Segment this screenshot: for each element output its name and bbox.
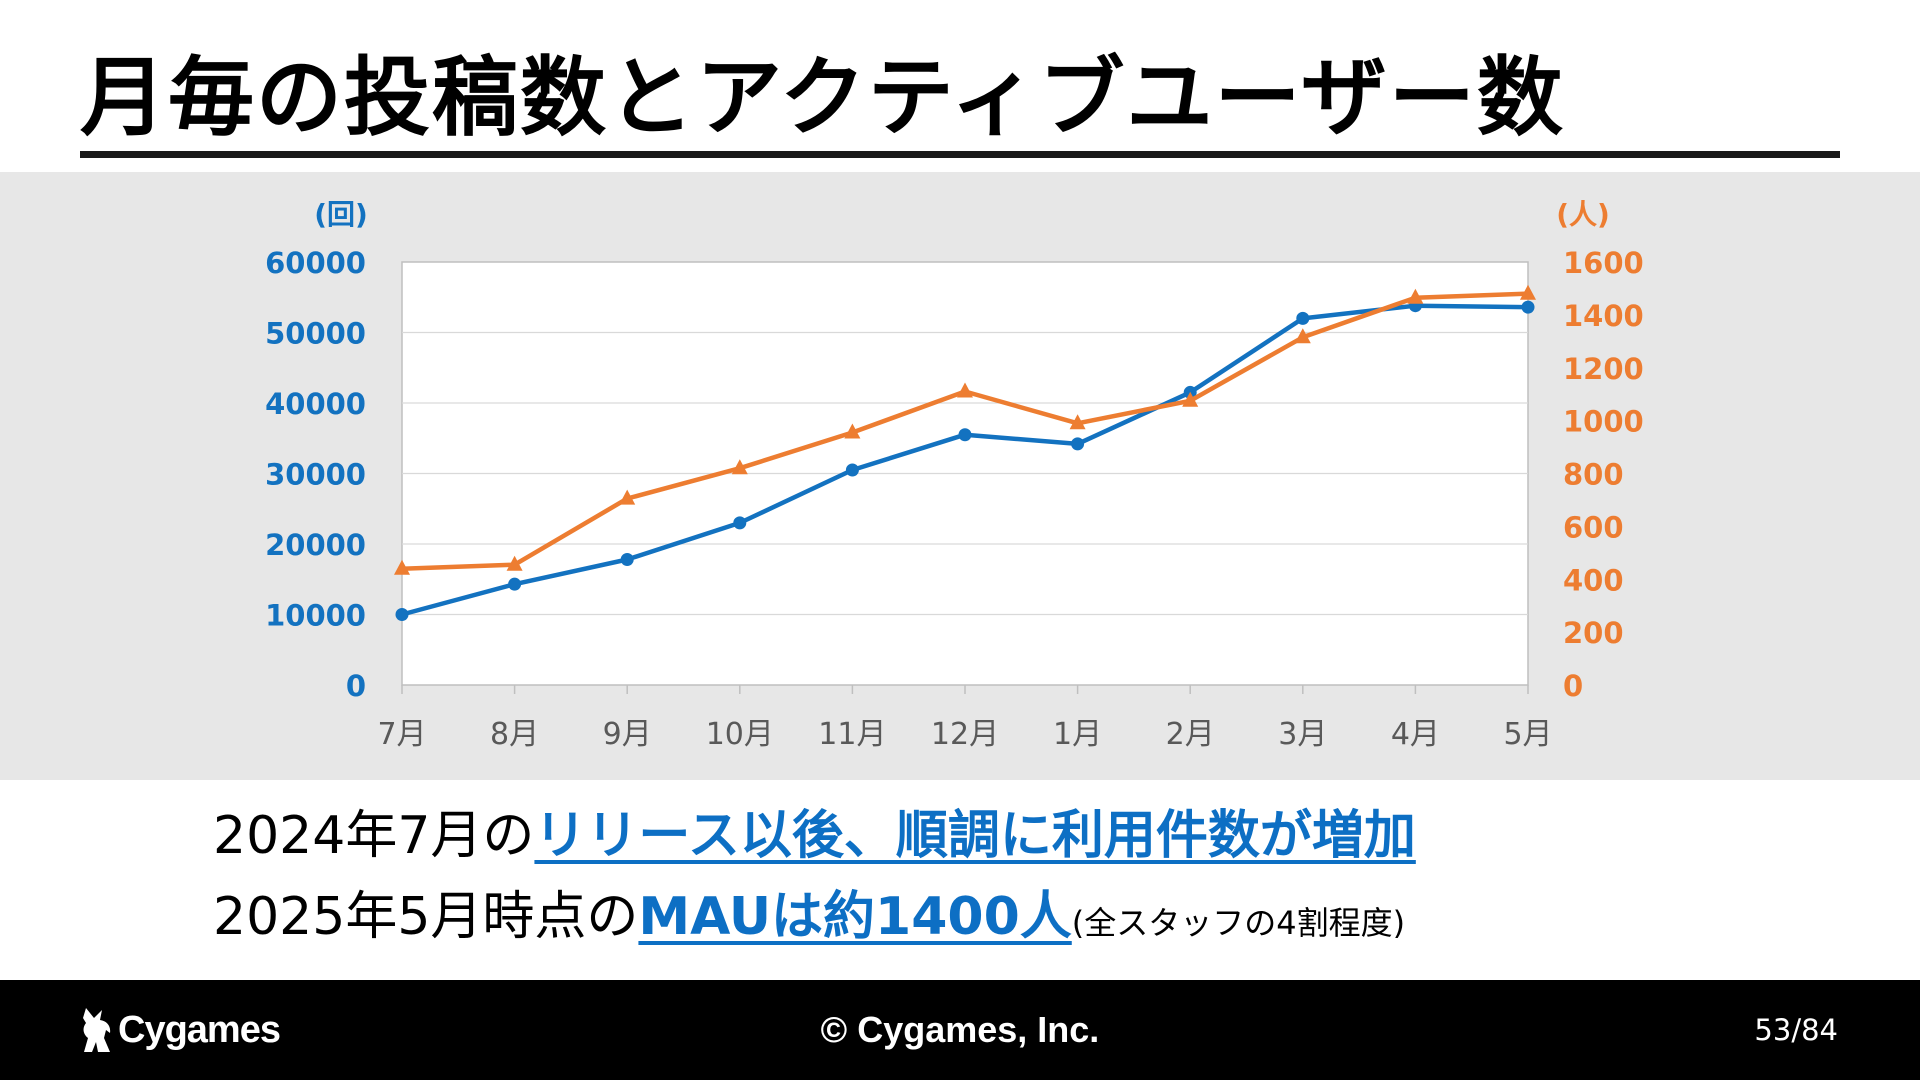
line-chart: 0 10000 20000 30000 40000 50000 60000 (回) 0 200 40… <box>265 198 1644 752</box>
y-left-tick-label: 50000 <box>265 317 366 351</box>
summary-line-2-highlight: MAUは約1400人 <box>638 887 1072 947</box>
slide-title: 月毎の投稿数とアクティブユーザー数 <box>80 48 1565 148</box>
series-1-point <box>395 608 409 621</box>
x-tick-label: 4月 <box>1391 717 1440 752</box>
y-left-tick-label: 30000 <box>265 458 366 492</box>
series-2-point <box>619 489 636 505</box>
x-tick-label: 11月 <box>818 717 886 752</box>
footer-bar: Cygames © Cygames, Inc. 53/84 <box>0 980 1920 1080</box>
summary-line-1-prefix: 2024年7月の <box>213 806 535 866</box>
y-right-tick-label: 400 <box>1563 563 1624 597</box>
summary-line-2: 2025年5月時点のMAUは約1400人(全スタッフの4割程度) <box>213 881 1405 959</box>
series-1-point <box>620 553 634 567</box>
page-total: /84 <box>1791 1013 1838 1047</box>
series-1-point <box>508 577 522 591</box>
y-right-tick-label: 1400 <box>1563 299 1644 333</box>
x-tick-label: 10月 <box>706 717 774 752</box>
summary-line-2-prefix: 2025年5月時点の <box>213 887 639 947</box>
y-right-tick-label: 0 <box>1563 669 1583 703</box>
y-right-tick-label: 1000 <box>1563 405 1644 439</box>
x-tick-label: 8月 <box>490 717 539 752</box>
copyright-text: © Cygames, Inc. <box>820 1009 1100 1050</box>
page-current: 53 <box>1754 1013 1792 1047</box>
summary-line-1: 2024年7月のリリース以後、順調に利用件数が増加 <box>213 800 1416 872</box>
title-rule <box>80 151 1840 158</box>
y-right-unit-label: (人) <box>1556 198 1610 231</box>
x-tick-label: 9月 <box>603 717 652 752</box>
y-left-tick-label: 10000 <box>265 599 366 633</box>
x-tick-label: 2月 <box>1166 717 1215 752</box>
series-1-point <box>733 516 747 530</box>
series-2-point <box>1069 414 1086 430</box>
series-1-point <box>1521 300 1535 314</box>
summary-line-2-note: (全スタッフの4割程度) <box>1071 904 1406 942</box>
series-2-point <box>731 459 748 475</box>
series-1-point <box>845 463 859 477</box>
series-1-point <box>1071 437 1085 451</box>
summary-line-1-highlight: リリース以後、順調に利用件数が増加 <box>534 806 1416 866</box>
x-tick-label: 12月 <box>931 717 999 752</box>
series-2-point <box>1294 328 1311 344</box>
y-right-tick-label: 200 <box>1563 616 1624 650</box>
series-1-point <box>1296 311 1310 325</box>
series-2-point <box>1407 288 1424 304</box>
y-left-tick-label: 0 <box>346 669 366 703</box>
x-tick-label: 5月 <box>1503 717 1552 752</box>
series-2-point <box>957 382 973 398</box>
y-right-tick-label: 600 <box>1563 510 1624 544</box>
y-right-tick-label: 800 <box>1563 458 1624 492</box>
y-left-tick-label: 60000 <box>265 246 366 280</box>
x-tick-label: 1月 <box>1053 717 1102 752</box>
series-2-point <box>506 555 523 571</box>
y-right-tick-label: 1600 <box>1563 246 1644 280</box>
series-2-point <box>1520 284 1536 300</box>
y-left-tick-label: 20000 <box>265 528 366 562</box>
cygames-logo: Cygames <box>80 1004 281 1056</box>
series-2-point <box>844 423 861 439</box>
y-left-tick-label: 40000 <box>265 387 366 421</box>
x-tick-label: 3月 <box>1278 717 1327 752</box>
y-left-unit-label: (回) <box>314 198 368 231</box>
logo-text: Cygames <box>118 1008 281 1051</box>
series-2-point <box>394 559 410 575</box>
series-2-point <box>1182 391 1199 407</box>
y-right-tick-label: 1200 <box>1563 352 1644 386</box>
x-tick-label: 7月 <box>377 717 426 752</box>
page-number: 53/84 <box>1754 1010 1838 1050</box>
series-1-point <box>958 428 972 442</box>
knight-logo-icon <box>83 1008 111 1052</box>
